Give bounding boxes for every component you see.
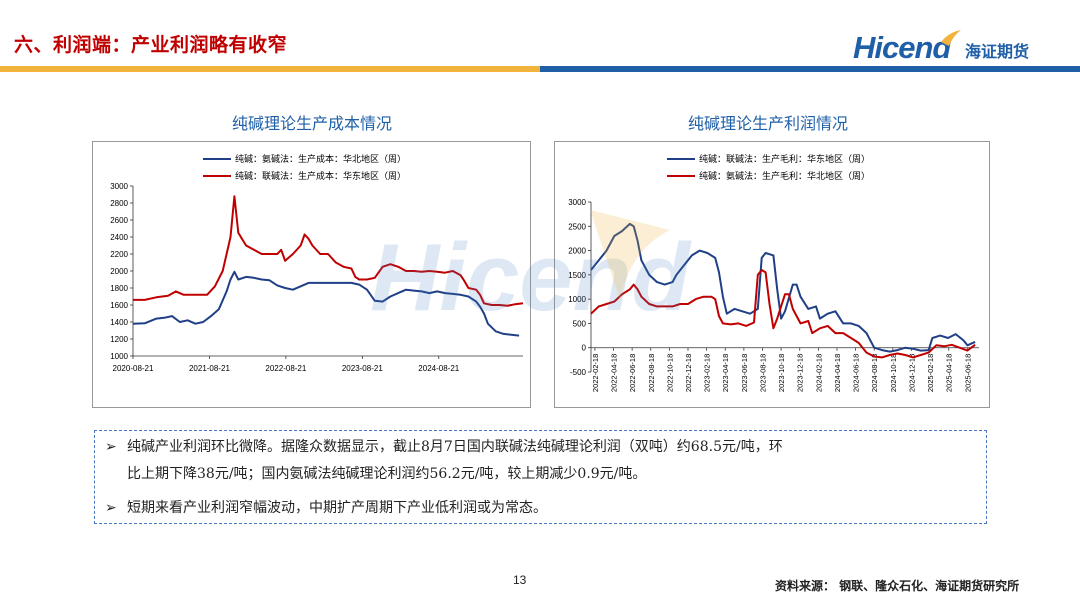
x-tick-label: 2022-12-18 <box>684 354 693 392</box>
summary-box: ➢ 纯碱产业利润环比微降。据隆众数据显示，截止8月7日国内联碱法纯碱理论利润（双吨… <box>94 430 987 524</box>
x-tick-label: 2024-10-18 <box>889 354 898 392</box>
x-tick-label: 2023-08-21 <box>342 364 383 373</box>
y-tick-label: 2800 <box>110 199 128 208</box>
data-source: 资料来源： 钢联、隆众石化、海证期货研究所 <box>775 579 1020 593</box>
legend-label: 纯碱：氨碱法：生产毛利：华北地区（周） <box>699 170 870 182</box>
x-tick-label: 2022-08-18 <box>647 354 656 392</box>
x-tick-label: 2023-08-18 <box>758 354 767 392</box>
y-tick-label: 1000 <box>568 295 586 304</box>
y-tick-label: 2000 <box>568 247 586 256</box>
x-tick-label: 2024-04-18 <box>833 354 842 392</box>
y-tick-label: 1200 <box>110 335 128 344</box>
profit-chart: 3000 2500 2000 1500 1000 500 0 -500 2022-02-18 20… <box>554 141 990 408</box>
arrow-bullet-icon: ➢ <box>105 439 117 455</box>
left-chart-title: 纯碱理论生产成本情况 <box>232 114 393 133</box>
y-tick-label: 1000 <box>110 352 128 361</box>
y-tick-label: 1800 <box>110 284 128 293</box>
cost-chart: 3000 2800 2600 2400 2200 2000 1800 1600 1400 1200… <box>92 141 531 408</box>
cost-chart-svg: 3000 2800 2600 2400 2200 2000 1800 1600 1400 1200… <box>110 153 524 373</box>
x-tick-label: 2020-08-21 <box>113 364 154 373</box>
bullet-1-line-2: 比上期下降38元/吨；国内氨碱法纯碱理论利润约56.2元/吨，较上期减少0.9元… <box>127 466 647 482</box>
profit-chart-svg: 3000 2500 2000 1500 1000 500 0 -500 2022-02-18 20… <box>568 153 979 392</box>
legend-label: 纯碱：联碱法：生产毛利：华东地区（周） <box>699 153 870 165</box>
right-chart-title: 纯碱理论生产利润情况 <box>688 114 849 133</box>
x-tick-label: 2023-06-18 <box>740 354 749 392</box>
y-tick-label: -500 <box>570 368 587 377</box>
y-tick-label: 0 <box>582 344 587 353</box>
y-tick-label: 3000 <box>110 182 128 191</box>
y-tick-label: 2400 <box>110 233 128 242</box>
x-tick-label: 2024-02-18 <box>814 354 823 392</box>
y-tick-label: 500 <box>573 319 587 328</box>
series-line-1 <box>590 222 976 353</box>
header-bar-gold <box>0 66 540 72</box>
y-tick-label: 1600 <box>110 301 128 310</box>
legend-label: 纯碱：氨碱法：生产成本：华北地区（周） <box>235 153 406 165</box>
page-number: 13 <box>513 573 527 587</box>
y-tick-label: 2200 <box>110 250 128 259</box>
x-tick-label: 2022-08-21 <box>265 364 306 373</box>
series-line-1 <box>132 270 520 337</box>
logo-swoosh-icon <box>941 30 961 46</box>
x-tick-label: 2023-10-18 <box>777 354 786 392</box>
series-line-2 <box>133 195 524 307</box>
logo-company-name: 海证期货 <box>965 42 1030 61</box>
x-tick-label: 2022-10-18 <box>665 354 674 392</box>
y-tick-label: 2500 <box>568 222 586 231</box>
bullet-1: ➢ 纯碱产业利润环比微降。据隆众数据显示，截止8月7日国内联碱法纯碱理论利润（双吨… <box>105 434 783 488</box>
x-tick-label: 2024-06-18 <box>852 354 861 392</box>
y-tick-label: 2600 <box>110 216 128 225</box>
x-tick-label: 2025-02-18 <box>926 354 935 392</box>
x-tick-label: 2022-02-18 <box>591 354 600 392</box>
logo-wordmark: Hicend <box>853 30 951 65</box>
company-logo: Hicend 海证期货 <box>853 28 1063 68</box>
y-tick-label: 1400 <box>110 318 128 327</box>
bullet-2-line-1: 短期来看产业利润窄幅波动，中期扩产周期下产业低利润或为常态。 <box>127 500 547 516</box>
x-tick-label: 2024-08-21 <box>418 364 459 373</box>
x-tick-label: 2021-08-21 <box>189 364 230 373</box>
legend-label: 纯碱：联碱法：生产成本：华东地区（周） <box>235 170 406 182</box>
x-tick-label: 2023-02-18 <box>703 354 712 392</box>
x-tick-label: 2023-04-18 <box>721 354 730 392</box>
y-tick-label: 3000 <box>568 198 586 207</box>
y-tick-label: 2000 <box>110 267 128 276</box>
page-title: 六、利润端：产业利润略有收窄 <box>14 34 288 56</box>
y-tick-label: 1500 <box>568 271 586 280</box>
x-tick-label: 2024-12-18 <box>907 354 916 392</box>
x-tick-label: 2022-06-18 <box>628 354 637 392</box>
bullet-2: ➢ 短期来看产业利润窄幅波动，中期扩产周期下产业低利润或为常态。 <box>105 495 547 522</box>
series-line-2 <box>590 269 976 359</box>
x-tick-label: 2024-08-18 <box>870 354 879 392</box>
x-tick-label: 2023-12-18 <box>796 354 805 392</box>
x-tick-label: 2022-04-18 <box>610 354 619 392</box>
bullet-1-line-1: 纯碱产业利润环比微降。据隆众数据显示，截止8月7日国内联碱法纯碱理论利润（双吨）… <box>127 439 783 455</box>
x-tick-label: 2025-06-18 <box>963 354 972 392</box>
arrow-bullet-icon: ➢ <box>105 500 117 516</box>
x-tick-label: 2025-04-18 <box>945 354 954 392</box>
header-bar-blue <box>540 66 1080 72</box>
